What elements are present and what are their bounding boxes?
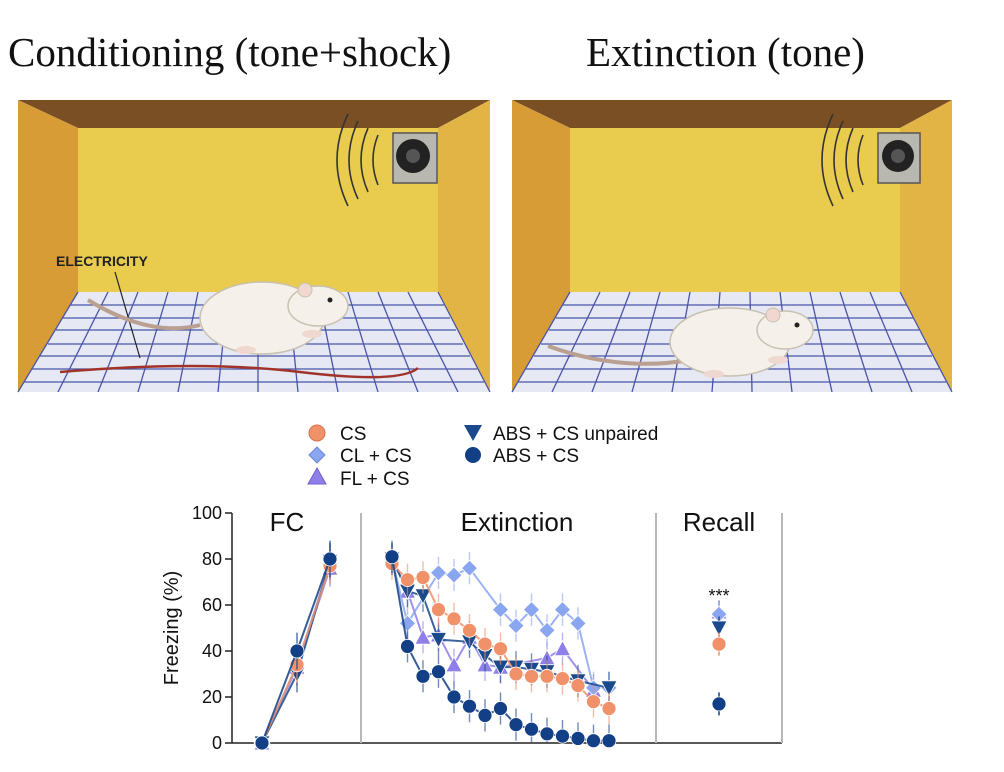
point-ext-abs-cs-0 [384, 549, 400, 565]
legend-marker-cs [308, 424, 326, 442]
title-conditioning: Conditioning (tone+shock) [8, 29, 452, 75]
rat-head [287, 285, 349, 327]
point-ext-fl-cs-2 [414, 628, 432, 645]
legend-marker-cl-cs [308, 446, 326, 464]
point-ext-cs-2 [415, 570, 431, 585]
y-tick-label-5: 100 [192, 503, 222, 523]
left-wall [18, 100, 78, 392]
point-fc-abs-cs-0 [254, 735, 270, 751]
title-extinction: Extinction (tone) [586, 29, 865, 75]
significance-annotation: *** [708, 586, 729, 606]
chamber-extinction-illustration [511, 100, 953, 393]
point-ext-abs-cs-3 [431, 664, 446, 680]
point-recall-abs-cs [711, 696, 727, 712]
back-wall [570, 128, 900, 292]
point-ext-cl-cs-9 [553, 601, 572, 619]
point-fc-abs-cs-2 [322, 551, 338, 567]
y-tick-label-1: 20 [202, 687, 222, 707]
point-ext-abs-cs-unpaired-11 [600, 680, 618, 697]
point-ext-cs-10 [539, 668, 555, 684]
point-ext-fl-cs-9 [553, 639, 572, 657]
point-ext-cs-13 [586, 694, 601, 709]
point-ext-cl-cs-2 [429, 564, 448, 582]
y-tick-label-3: 60 [202, 595, 222, 615]
legend-label-fl-cs: FL + CS [340, 469, 410, 490]
point-ext-abs-cs-10 [539, 726, 555, 742]
y-axis-label: Freezing (%) [161, 571, 183, 685]
point-ext-abs-cs-7 [493, 701, 508, 716]
legend-label-abs-cs: ABS + CS [493, 446, 579, 467]
point-ext-cl-cs-7 [522, 601, 541, 619]
electric-wire [59, 364, 419, 379]
legend-marker-abs-unpaired [464, 425, 482, 441]
point-ext-abs-cs-12 [570, 731, 586, 746]
point-ext-abs-cs-5 [462, 698, 477, 714]
legend-label-cs: CS [340, 424, 366, 445]
point-fc-abs-cs-1 [289, 643, 305, 659]
rat-tail [547, 344, 691, 366]
floor-grid-lines [17, 291, 491, 393]
legend-label-cl-cs: CL + CS [340, 446, 412, 467]
point-ext-cl-cs-5 [491, 601, 510, 619]
point-ext-cs-9 [524, 668, 539, 684]
left-wall [512, 100, 570, 392]
electricity-label: ELECTRICITY [56, 253, 148, 269]
point-ext-abs-cs-8 [508, 717, 524, 732]
point-ext-cs-8 [508, 666, 524, 682]
rat-head [756, 310, 814, 350]
point-ext-cl-cs-6 [507, 617, 525, 635]
point-ext-cl-cs-4 [460, 559, 479, 577]
chamber-conditioning-illustration: ELECTRICITY [17, 100, 491, 393]
sound-waves-icon [336, 113, 379, 207]
right-wall [438, 100, 490, 392]
y-tick-label-4: 80 [202, 549, 222, 569]
legend-label-abs-unpaired: ABS + CS unpaired [493, 424, 658, 445]
ceiling [512, 100, 952, 128]
point-ext-cs-5 [462, 622, 477, 638]
y-tick-label-0: 0 [212, 733, 222, 753]
point-ext-abs-cs-2 [415, 668, 431, 684]
point-ext-cl-cs-10 [569, 614, 587, 632]
point-ext-cl-cs-8 [538, 621, 556, 639]
legend-marker-abs-cs [465, 447, 481, 463]
sound-waves-icon [821, 113, 864, 207]
point-ext-abs-cs-11 [555, 728, 570, 744]
point-recall-abs-cs-unpaired [710, 620, 728, 637]
point-ext-abs-cs-unpaired-3 [429, 632, 448, 649]
point-ext-abs-cs-9 [524, 721, 539, 737]
point-ext-abs-cs-6 [477, 708, 493, 723]
rat-tail [86, 298, 201, 331]
point-ext-abs-cs-1 [400, 639, 415, 654]
point-ext-cs-12 [570, 678, 586, 693]
point-recall-cs [711, 636, 727, 652]
panel-title-fc: FC [270, 507, 305, 537]
point-ext-abs-cs-14 [601, 733, 617, 749]
legend: CS CL + CS FL + CS ABS + CS unpaired ABS… [307, 424, 658, 490]
point-ext-cs-4 [446, 611, 462, 627]
panel-title-recall: Recall [683, 507, 755, 537]
point-ext-fl-cs-4 [445, 655, 463, 673]
freezing-chart: Freezing (%) *** 0 20 40 60 80 100 FC Extinctio… [161, 503, 783, 753]
point-ext-cs-11 [555, 671, 570, 686]
point-ext-abs-cs-4 [446, 689, 462, 705]
back-wall [78, 128, 438, 292]
y-tick-label-2: 40 [202, 641, 222, 661]
point-ext-abs-cs-13 [586, 733, 601, 749]
point-ext-cs-7 [493, 641, 508, 657]
point-ext-cl-cs-3 [445, 566, 463, 584]
point-ext-cs-3 [431, 602, 446, 617]
point-ext-cs-6 [477, 636, 493, 652]
ceiling [18, 100, 490, 128]
point-ext-cs-14 [601, 701, 617, 716]
electricity-pointer [114, 271, 141, 359]
point-ext-cs-1 [400, 572, 415, 588]
panel-title-extinction: Extinction [461, 507, 574, 537]
legend-marker-fl-cs [307, 466, 327, 485]
